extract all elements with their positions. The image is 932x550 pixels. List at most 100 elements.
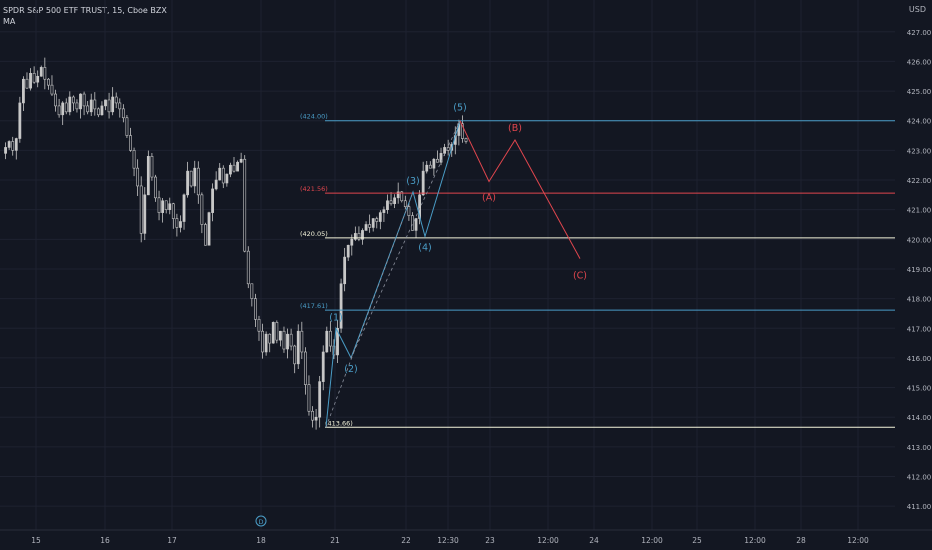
- candle-body: [125, 117, 129, 136]
- candle-body: [318, 381, 322, 418]
- candle-body: [14, 138, 18, 151]
- candle-body: [436, 158, 439, 163]
- candle-body: [286, 333, 289, 350]
- candle-body: [343, 256, 347, 285]
- candle-body: [278, 330, 282, 341]
- candle-body: [82, 93, 86, 107]
- candle-body: [428, 164, 432, 169]
- candle-body: [114, 96, 118, 104]
- candle-body: [214, 179, 218, 190]
- candle-body: [46, 78, 50, 86]
- candle-body: [336, 327, 339, 356]
- candle-body: [168, 203, 172, 210]
- y-tick-label: 413.00: [907, 444, 932, 452]
- candle-body: [261, 330, 264, 353]
- candle-body: [386, 200, 389, 210]
- candle-body: [275, 322, 279, 341]
- symbol-title[interactable]: SPDR S&P 500 ETF TRUST, 15, Cboe BZX: [3, 6, 167, 15]
- x-tick-label: 18: [256, 536, 266, 545]
- price-level-label: (424.00): [300, 113, 328, 121]
- impulse-wave-path: [325, 120, 461, 428]
- candle-body: [271, 322, 275, 344]
- candle-body: [218, 167, 222, 181]
- candle-body: [443, 147, 446, 154]
- y-tick-label: 418.00: [907, 296, 932, 304]
- y-tick-label: 416.00: [907, 355, 932, 363]
- candle-body: [182, 194, 186, 222]
- candle-body: [79, 93, 82, 110]
- x-tick-label: 12:00: [641, 536, 663, 545]
- candle-body: [179, 221, 182, 228]
- x-tick-label: 17: [167, 536, 177, 545]
- candle-body: [328, 330, 332, 347]
- candle-body: [150, 156, 154, 178]
- candle-body: [368, 224, 372, 228]
- x-tick-label: 24: [589, 536, 599, 545]
- candle-body: [86, 105, 90, 113]
- y-tick-label: 425.00: [907, 88, 932, 96]
- candle-body: [382, 209, 386, 213]
- event-marker-circle: [255, 515, 267, 527]
- y-tick-label: 412.00: [907, 473, 932, 481]
- candle-body: [232, 164, 236, 172]
- candle-body: [393, 197, 397, 205]
- candle-body: [211, 188, 214, 213]
- candle-body: [104, 99, 107, 107]
- candle-body: [54, 93, 57, 107]
- candle-body: [143, 194, 147, 234]
- price-level-label: (420.05): [300, 230, 328, 238]
- candle-body: [7, 141, 11, 148]
- candle-body: [303, 351, 307, 385]
- candle-body: [464, 138, 468, 142]
- candle-body: [246, 250, 250, 285]
- candle-body: [164, 200, 168, 210]
- candle-body: [121, 108, 125, 119]
- candle-body: [357, 233, 361, 240]
- candle-body: [22, 78, 25, 104]
- x-tick-label: 12:00: [537, 536, 559, 545]
- candle-body: [432, 158, 436, 169]
- candle-body: [257, 319, 261, 332]
- currency-label[interactable]: USD: [909, 5, 926, 14]
- candle-body: [161, 200, 165, 213]
- price-level-label: (417.61): [300, 302, 328, 310]
- candle-body: [18, 102, 22, 139]
- y-tick-label: 411.00: [907, 503, 932, 511]
- y-tick-label: 414.00: [907, 414, 932, 422]
- corrective-wave-label: (A): [482, 193, 496, 204]
- candle-body: [32, 72, 36, 83]
- candle-body: [186, 170, 190, 196]
- y-tick-label: 420.00: [907, 236, 932, 244]
- candle-body: [461, 123, 464, 139]
- indicator-label[interactable]: MA: [3, 17, 16, 26]
- candle-body: [50, 84, 54, 95]
- candle-body: [371, 218, 375, 228]
- candle-body: [418, 194, 422, 219]
- currency-text: USD: [908, 5, 926, 14]
- candle-body: [29, 72, 32, 89]
- candle-body: [229, 164, 232, 175]
- candle-body: [146, 156, 150, 196]
- candle-body: [339, 283, 343, 329]
- candle-body: [378, 212, 382, 222]
- impulse-wave-label: (5): [453, 103, 466, 114]
- candle-body: [175, 218, 179, 228]
- candle-body: [236, 161, 239, 172]
- candle-body: [207, 212, 211, 246]
- candle-body: [282, 330, 286, 350]
- impulse-wave-label: (2): [344, 364, 357, 375]
- y-tick-label: 422.00: [907, 177, 932, 185]
- candle-body: [57, 105, 61, 116]
- candle-body: [289, 333, 293, 347]
- candle-body: [268, 333, 272, 344]
- candle-body: [364, 224, 368, 231]
- candle-body: [425, 164, 429, 172]
- candle-body: [307, 384, 311, 412]
- x-tick-label: 21: [330, 536, 340, 545]
- x-tick-label: 22: [401, 536, 411, 545]
- candle-body: [243, 158, 247, 252]
- candle-body: [325, 330, 329, 353]
- x-tick-label: 23: [485, 536, 495, 545]
